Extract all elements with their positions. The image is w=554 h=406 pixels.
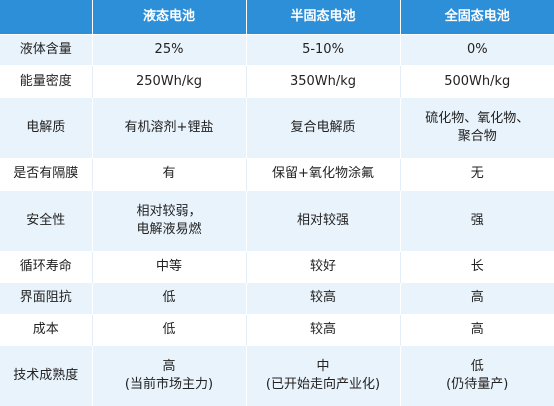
table-row: 能量密度 250Wh/kg 350Wh/kg 500Wh/kg xyxy=(0,65,554,98)
cell-line: 强 xyxy=(470,212,484,228)
row-label: 液体含量 xyxy=(0,33,92,66)
cell-line: 复合电解质 xyxy=(290,119,356,135)
table-cell: 无 xyxy=(399,158,554,191)
cell-line: 高 xyxy=(162,359,176,375)
header-semi-solid-battery: 半固态电池 xyxy=(245,0,400,35)
cell-line: 低 xyxy=(162,321,176,337)
table-cell: 较好 xyxy=(245,250,400,283)
cell-line: 中 xyxy=(316,359,330,375)
cell-line: 有 xyxy=(162,166,176,182)
table-cell: 中 (已开始走向产业化) xyxy=(245,345,400,406)
table-cell: 高 xyxy=(399,282,554,315)
cell-line: 250Wh/kg xyxy=(135,73,203,89)
table-row: 液体含量 25% 5-10% 0% xyxy=(0,33,554,66)
row-label: 界面阻抗 xyxy=(0,282,92,315)
row-label: 循环寿命 xyxy=(0,250,92,283)
cell-line: 无 xyxy=(470,166,484,182)
cell-line: 较高 xyxy=(309,290,336,306)
table-row: 成本 低 较高 高 xyxy=(0,313,554,346)
cell-line: 350Wh/kg xyxy=(289,73,357,89)
cell-line: 相对较强 xyxy=(296,212,349,228)
cell-line: 25% xyxy=(154,42,184,58)
cell-line: 较高 xyxy=(309,321,336,337)
table-cell: 复合电解质 xyxy=(245,96,400,159)
cell-line: (已开始走向产业化) xyxy=(265,377,381,393)
row-label: 是否有隔膜 xyxy=(0,158,92,191)
table-cell: 相对较强 xyxy=(245,189,400,252)
table-cell: 250Wh/kg xyxy=(91,65,246,98)
table-cell: 高 (当前市场主力) xyxy=(91,345,246,406)
table-cell: 500Wh/kg xyxy=(399,65,554,98)
table-cell: 低 xyxy=(91,313,246,346)
row-label: 安全性 xyxy=(0,189,92,252)
row-label: 成本 xyxy=(0,313,92,346)
row-label: 能量密度 xyxy=(0,65,92,98)
table-cell: 有机溶剂+锂盐 xyxy=(91,96,246,159)
table-cell: 保留+氧化物涂氟 xyxy=(245,158,400,191)
table-cell: 中等 xyxy=(91,250,246,283)
cell-line: 电解液易燃 xyxy=(136,221,202,237)
table-row: 电解质 有机溶剂+锂盐 复合电解质 硫化物、氧化物、 聚合物 xyxy=(0,96,554,159)
cell-line: 有机溶剂+锂盐 xyxy=(124,119,214,135)
cell-line: 硫化物、氧化物、 xyxy=(425,110,530,126)
table-cell: 长 xyxy=(399,250,554,283)
table-cell: 25% xyxy=(91,33,246,66)
cell-line: 高 xyxy=(470,321,484,337)
table-cell: 低 xyxy=(91,282,246,315)
cell-line: (当前市场主力) xyxy=(124,377,214,393)
table-cell: 0% xyxy=(399,33,554,66)
table-cell: 较高 xyxy=(245,282,400,315)
table-cell: 硫化物、氧化物、 聚合物 xyxy=(399,96,554,159)
table-cell: 较高 xyxy=(245,313,400,346)
table-cell: 强 xyxy=(399,189,554,252)
table-cell: 有 xyxy=(91,158,246,191)
header-corner-cell xyxy=(0,0,92,35)
table-cell: 350Wh/kg xyxy=(245,65,400,98)
table-cell: 高 xyxy=(399,313,554,346)
table-row: 循环寿命 中等 较好 长 xyxy=(0,250,554,283)
table-row: 安全性 相对较弱， 电解液易燃 相对较强 强 xyxy=(0,189,554,252)
table-row: 是否有隔膜 有 保留+氧化物涂氟 无 xyxy=(0,158,554,191)
header-row: 液态电池 半固态电池 全固态电池 xyxy=(0,0,554,35)
row-label: 电解质 xyxy=(0,96,92,159)
table-cell: 5-10% xyxy=(245,33,400,66)
cell-line: 中等 xyxy=(155,258,182,274)
cell-line: 较好 xyxy=(309,258,336,274)
table-cell: 低 (仍待量产) xyxy=(399,345,554,406)
cell-line: 高 xyxy=(470,290,484,306)
header-all-solid-battery: 全固态电池 xyxy=(399,0,554,35)
cell-line: 长 xyxy=(470,258,484,274)
cell-line: 相对较弱， xyxy=(136,203,202,219)
row-label: 技术成熟度 xyxy=(0,345,92,406)
header-liquid-battery: 液态电池 xyxy=(91,0,246,35)
cell-line: 低 xyxy=(470,359,484,375)
cell-line: 0% xyxy=(466,42,488,58)
cell-line: 低 xyxy=(162,290,176,306)
table-cell: 相对较弱， 电解液易燃 xyxy=(91,189,246,252)
table-row: 技术成熟度 高 (当前市场主力) 中 (已开始走向产业化) 低 (仍待量产) xyxy=(0,345,554,406)
cell-line: 聚合物 xyxy=(457,128,497,144)
cell-line: 5-10% xyxy=(302,42,344,58)
cell-line: 500Wh/kg xyxy=(444,73,511,89)
cell-line: (仍待量产) xyxy=(446,377,509,393)
cell-line: 保留+氧化物涂氟 xyxy=(272,166,374,182)
table-row: 界面阻抗 低 较高 高 xyxy=(0,282,554,315)
